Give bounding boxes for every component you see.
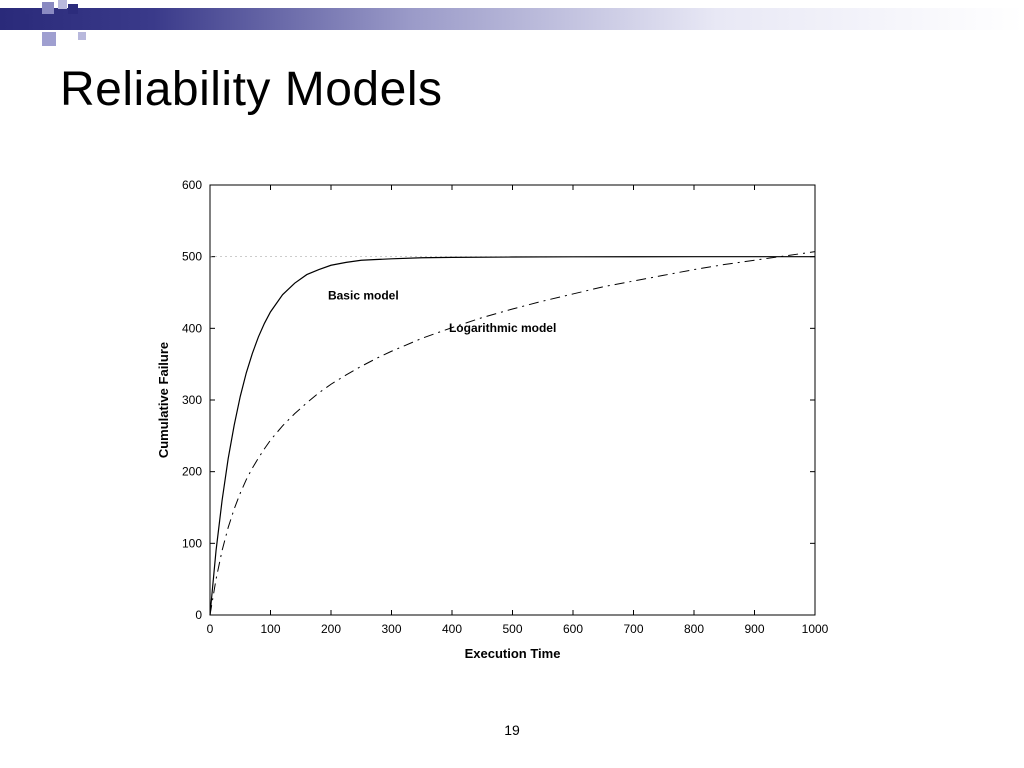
y-tick-label: 500 xyxy=(182,250,202,264)
x-axis-label: Execution Time xyxy=(465,646,561,661)
y-tick-label: 0 xyxy=(195,608,202,622)
slide-title: Reliability Models xyxy=(60,62,442,117)
reliability-chart: 0 100 200 300 400 500 600 700 800 900 1000 0 100 200 3… xyxy=(150,170,830,670)
plot-area xyxy=(210,185,815,615)
decoration-square xyxy=(13,14,29,30)
x-tick-label: 800 xyxy=(684,622,704,636)
decoration-square xyxy=(42,2,54,14)
y-tick-label: 100 xyxy=(182,536,202,550)
decoration-square xyxy=(58,0,67,9)
x-tick-label: 700 xyxy=(623,622,643,636)
y-axis-label: Cumulative Failure xyxy=(156,342,171,458)
header-gradient-band xyxy=(0,8,1024,30)
x-tick-label: 500 xyxy=(502,622,522,636)
x-tick-label: 200 xyxy=(321,622,341,636)
y-tick-label: 300 xyxy=(182,393,202,407)
y-tick-label: 600 xyxy=(182,178,202,192)
decoration-square xyxy=(42,32,56,46)
x-tick-label: 300 xyxy=(381,622,401,636)
series-label-basic-model: Basic model xyxy=(328,289,399,303)
corner-decoration xyxy=(0,0,90,60)
page-number: 19 xyxy=(0,722,1024,738)
y-tick-label: 400 xyxy=(182,321,202,335)
series-label-logarithmic-model: Logarithmic model xyxy=(449,321,556,335)
x-tick-label: 0 xyxy=(207,622,214,636)
x-tick-label: 100 xyxy=(260,622,280,636)
y-tick-label: 200 xyxy=(182,465,202,479)
x-tick-label: 1000 xyxy=(802,622,829,636)
x-tick-label: 600 xyxy=(563,622,583,636)
x-tick-label: 400 xyxy=(442,622,462,636)
decoration-square xyxy=(78,32,86,40)
x-tick-label: 900 xyxy=(744,622,764,636)
decoration-square xyxy=(68,4,78,14)
